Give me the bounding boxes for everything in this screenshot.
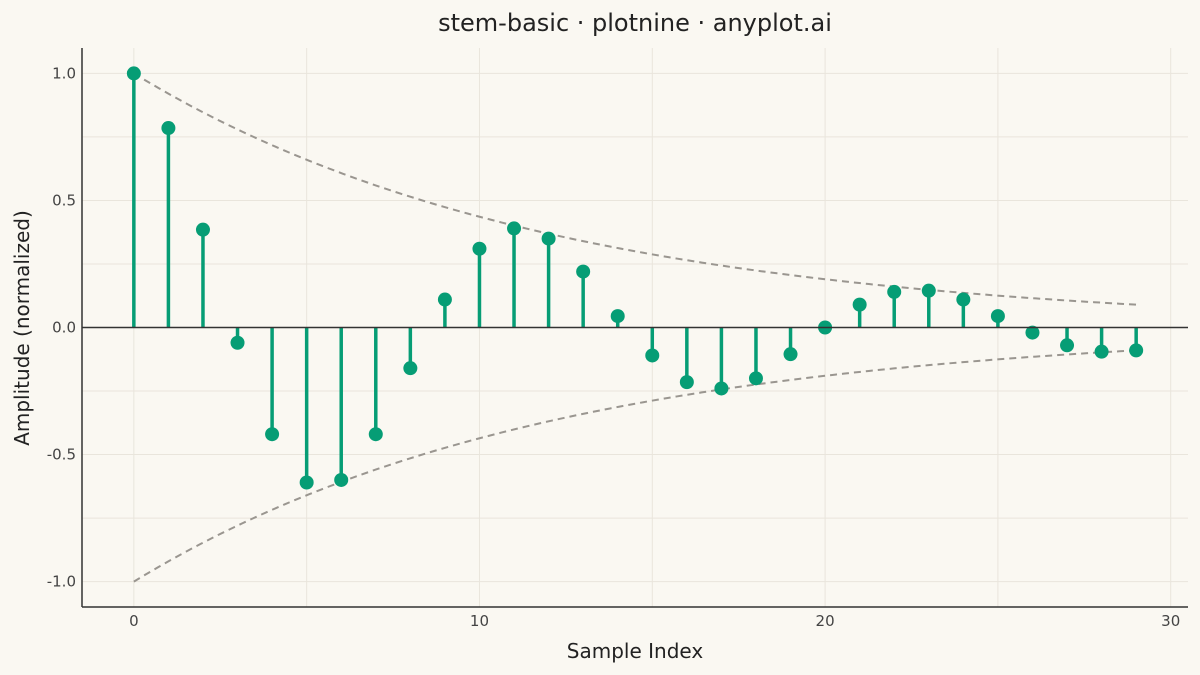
stem-marker-5 [299, 475, 314, 490]
stem-marker-27 [1060, 338, 1075, 353]
envelope-layer [133, 72, 1137, 583]
x-tick-label-2: 20 [816, 612, 835, 630]
stem-marker-15 [645, 348, 660, 363]
stem-marker-25 [990, 309, 1005, 324]
stem-marker-22 [887, 284, 902, 299]
stem-marker-12 [541, 231, 556, 246]
x-tick-label-0: 0 [129, 612, 139, 630]
stem-marker-17 [714, 381, 729, 396]
stem-marker-28 [1094, 344, 1109, 359]
upper-envelope [133, 72, 1137, 306]
stem-marker-0 [126, 66, 141, 81]
axis-layer: 0 10 20 30 -1.0 -0.5 0.0 0.5 1.0 [47, 48, 1188, 630]
stem-marker-11 [507, 221, 522, 236]
stem-marker-29 [1129, 343, 1144, 358]
stem-marker-13 [576, 264, 591, 279]
x-tick-label-3: 30 [1161, 612, 1180, 630]
x-tick-label-1: 10 [470, 612, 489, 630]
stem-marker-14 [610, 309, 625, 324]
stem-marker-23 [921, 283, 936, 298]
stem-marker-16 [679, 375, 694, 390]
y-tick-label-3: 0.5 [52, 191, 76, 209]
stem-marker-8 [403, 361, 418, 376]
y-tick-label-4: 1.0 [52, 64, 76, 82]
y-axis-title: Amplitude (normalized) [10, 210, 34, 446]
stem-marker-4 [265, 427, 280, 442]
stem-marker-6 [334, 472, 349, 487]
stem-marker-19 [783, 347, 798, 362]
chart-title: stem-basic · plotnine · anyplot.ai [438, 9, 832, 37]
stem-layer [126, 66, 1144, 490]
stem-marker-9 [437, 292, 452, 307]
stem-marker-3 [230, 335, 245, 350]
stem-marker-1 [161, 121, 176, 136]
stem-marker-21 [852, 297, 867, 312]
grid-layer [82, 48, 1188, 607]
x-axis-title: Sample Index [567, 639, 704, 663]
stem-marker-2 [195, 222, 210, 237]
y-tick-label-2: 0.0 [52, 319, 76, 337]
stem-marker-24 [956, 292, 971, 307]
lower-envelope [133, 349, 1137, 583]
stem-marker-10 [472, 241, 487, 256]
stem-marker-26 [1025, 325, 1040, 340]
y-tick-label-1: -0.5 [47, 446, 76, 464]
stem-marker-7 [368, 427, 383, 442]
y-tick-label-0: -1.0 [47, 573, 76, 591]
stem-marker-18 [748, 371, 763, 386]
